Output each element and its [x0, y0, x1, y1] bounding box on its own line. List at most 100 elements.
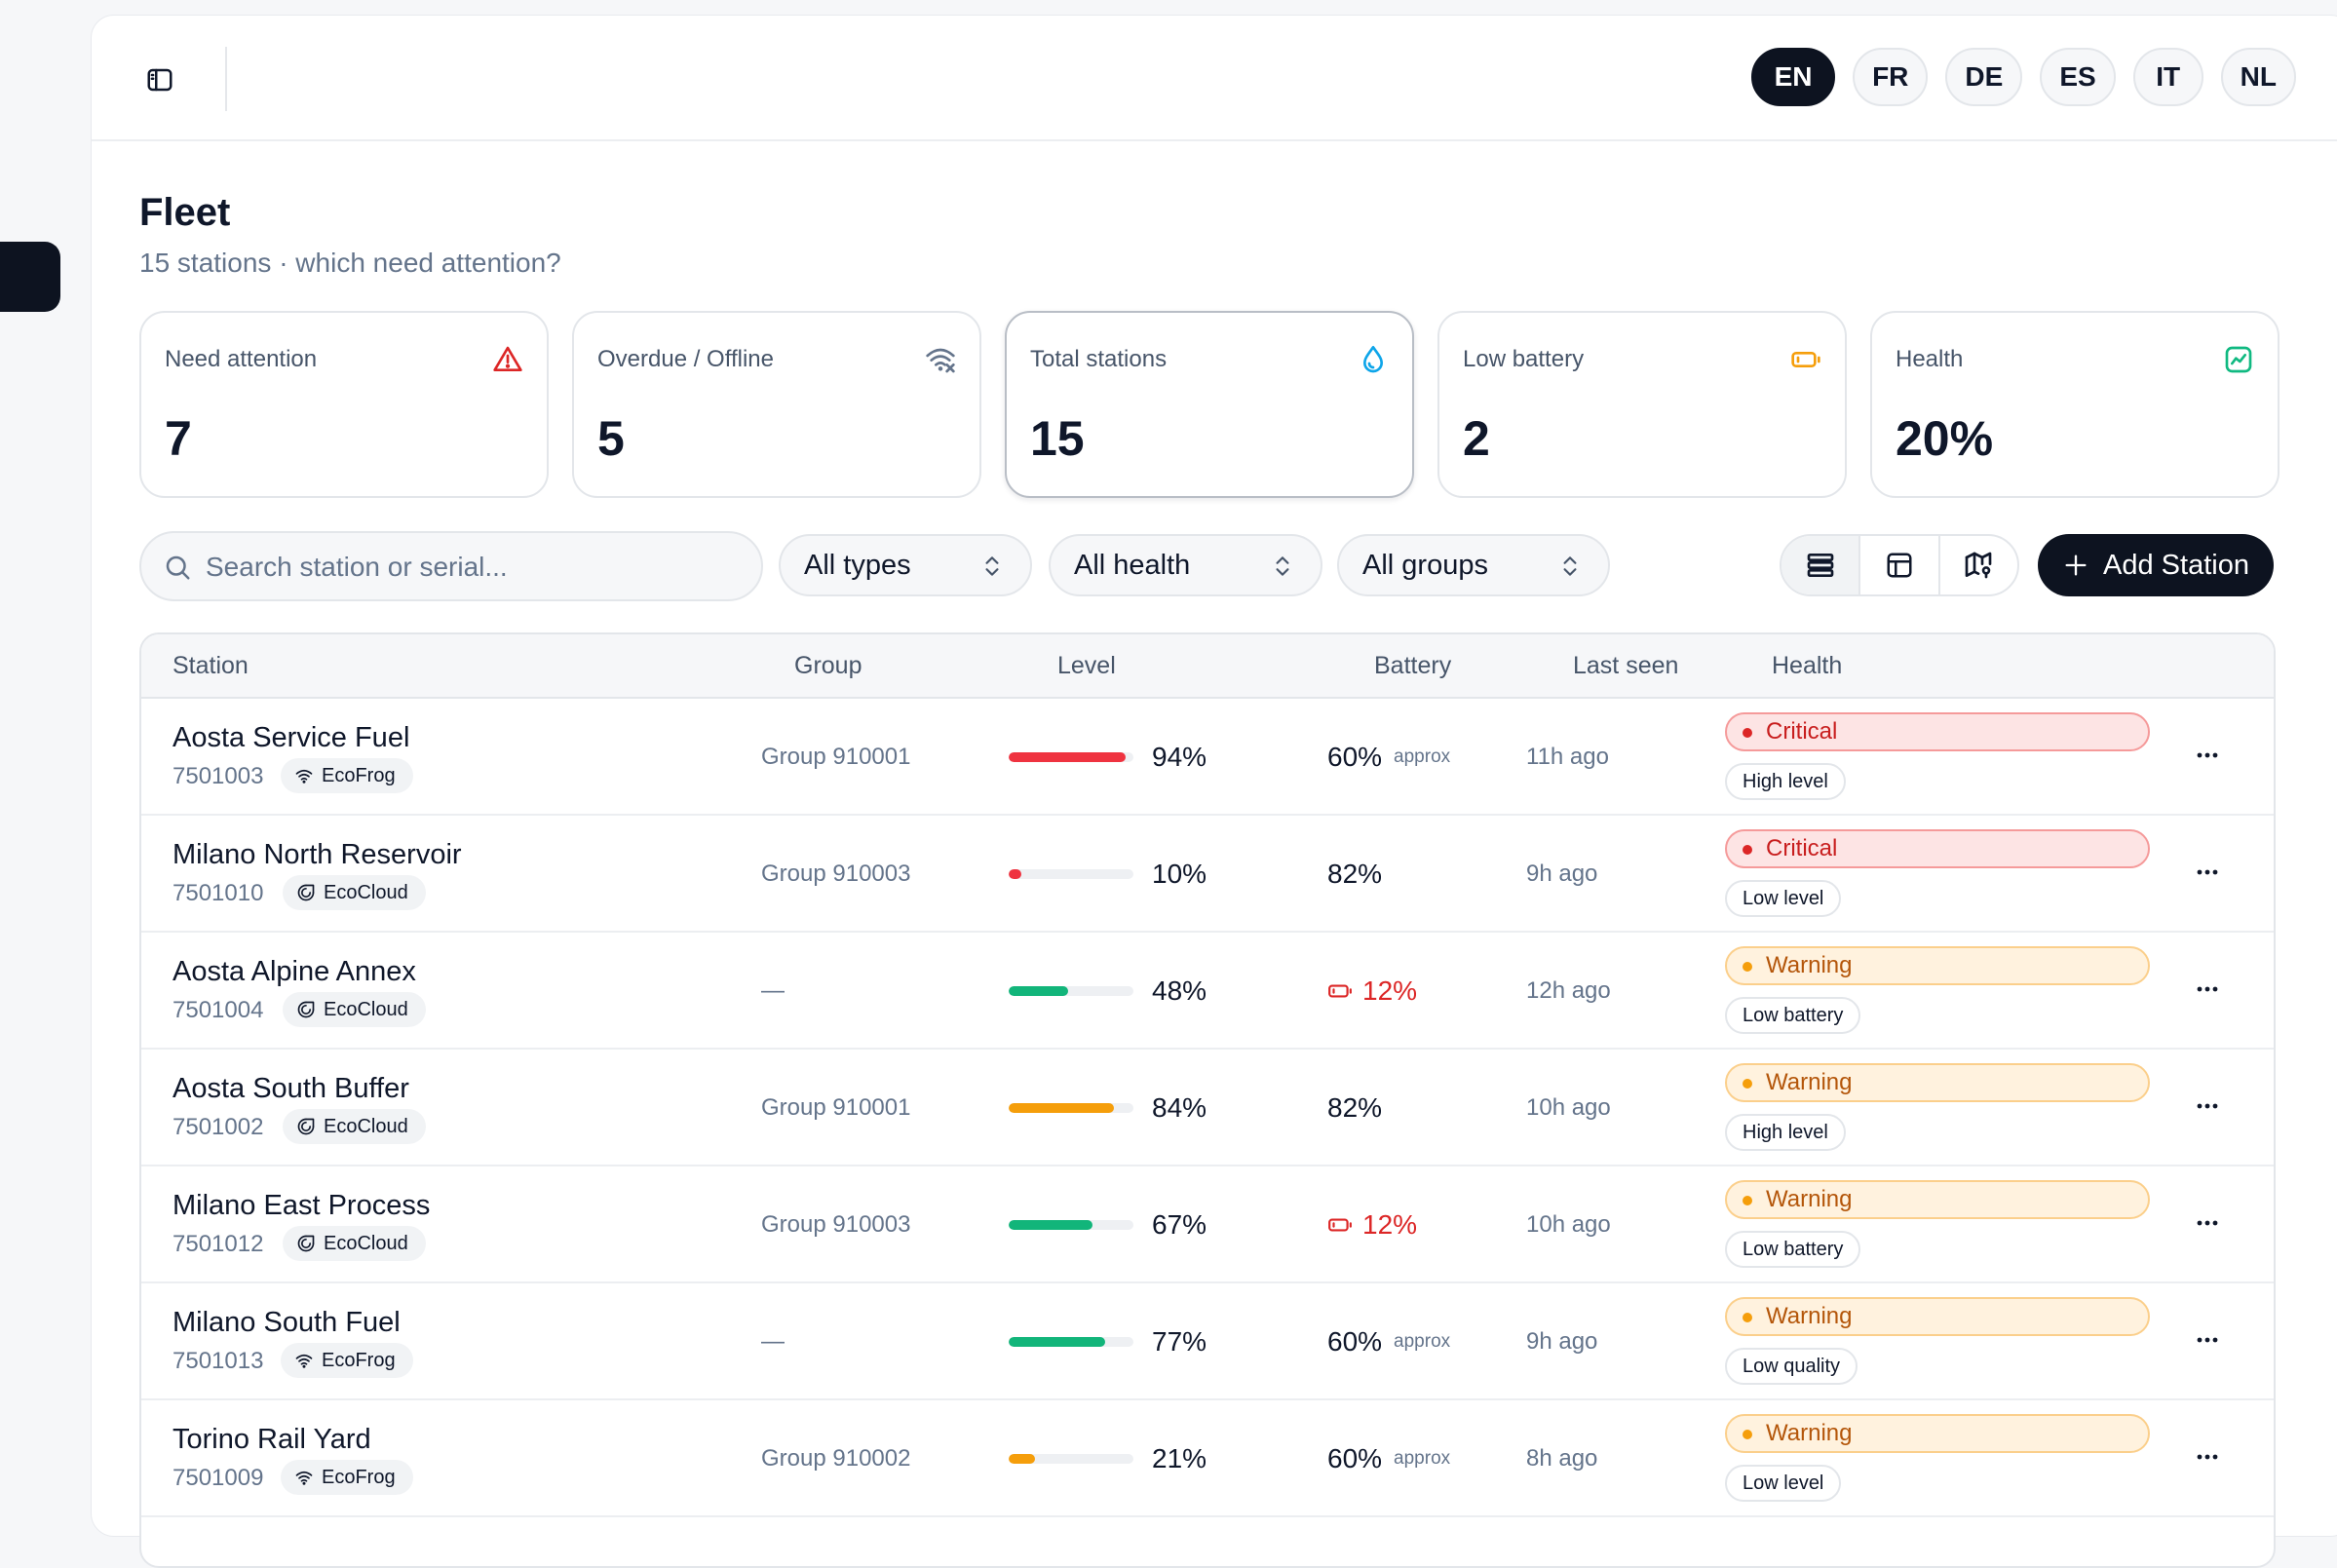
- stat-label: Low battery: [1463, 346, 1585, 372]
- level-bar-fill: [1009, 869, 1021, 879]
- last-seen: 9h ago: [1526, 860, 1598, 887]
- more-options-icon[interactable]: [2188, 1205, 2227, 1241]
- battery-value: 60% approx: [1327, 742, 1450, 773]
- language-button[interactable]: IT: [2132, 48, 2203, 106]
- column-header-health[interactable]: Health: [1772, 652, 1843, 679]
- level-value: 48%: [1152, 975, 1207, 1006]
- cloud-icon: [296, 1234, 316, 1253]
- battery-value: 60% approx: [1327, 1443, 1450, 1474]
- language-button[interactable]: DE: [1945, 48, 2023, 106]
- level-value: 77%: [1152, 1326, 1207, 1357]
- battery-percent: 60%: [1327, 742, 1383, 772]
- stations-table: Station Group Level Battery Last seen He…: [139, 632, 2276, 1568]
- add-station-button[interactable]: Add Station: [2038, 534, 2274, 596]
- stat-value: 2: [1463, 411, 1490, 466]
- app-panel: EN FR DE ES IT NL Fleet 15 stations · wh…: [91, 15, 2337, 1568]
- more-options-icon[interactable]: [2188, 738, 2227, 773]
- sidebar-toggle-icon[interactable]: [142, 62, 177, 97]
- more-options-icon[interactable]: [2188, 1322, 2227, 1358]
- station-name: Milano North Reservoir: [172, 839, 462, 870]
- battery-value: 12%: [1327, 975, 1417, 1007]
- last-seen: 9h ago: [1526, 1328, 1598, 1355]
- last-seen: 10h ago: [1526, 1211, 1611, 1238]
- view-toggle: [1780, 534, 2019, 596]
- station-serial: 7501003: [172, 763, 264, 789]
- more-options-icon[interactable]: [2188, 972, 2227, 1007]
- list-view-icon[interactable]: [1781, 536, 1861, 594]
- table-view-icon[interactable]: [1860, 536, 1940, 594]
- table-row[interactable]: Aosta Alpine Annex 7501004 EcoCloud — 48…: [141, 931, 2274, 1050]
- more-options-icon[interactable]: [2188, 1439, 2227, 1474]
- type-filter-select[interactable]: All types: [779, 534, 1032, 596]
- table-row[interactable]: Aosta Service Fuel 7501003 EcoFrog Group…: [141, 697, 2274, 816]
- stat-card-health[interactable]: Health 20%: [1870, 311, 2280, 498]
- wifi-icon: [294, 1468, 314, 1487]
- column-header-station[interactable]: Station: [172, 652, 249, 679]
- map-view-icon[interactable]: [1940, 536, 2017, 594]
- table-row[interactable]: Milano South Fuel 7501013 EcoFrog — 77% …: [141, 1281, 2274, 1400]
- more-options-icon[interactable]: [2188, 855, 2227, 890]
- column-header-battery[interactable]: Battery: [1374, 652, 1452, 679]
- brand-badge: EcoFrog: [281, 1343, 413, 1378]
- last-seen: 12h ago: [1526, 977, 1611, 1004]
- table-row[interactable]: Aosta South Buffer 7501002 EcoCloud Grou…: [141, 1048, 2274, 1166]
- topbar-divider: [225, 47, 227, 111]
- stat-card-need-attention[interactable]: Need attention 7: [139, 311, 549, 498]
- page-title: Fleet: [139, 191, 231, 234]
- battery-value: 82%: [1327, 859, 1382, 890]
- search-icon: [163, 553, 192, 587]
- stat-card-total-stations[interactable]: Total stations 15: [1005, 311, 1414, 498]
- wifi-off-icon: [925, 344, 956, 375]
- station-name: Aosta Service Fuel: [172, 722, 410, 753]
- battery-percent: 60%: [1327, 1443, 1383, 1473]
- wifi-icon: [294, 1351, 314, 1370]
- stat-card-low-battery[interactable]: Low battery 2: [1437, 311, 1847, 498]
- status-label: Warning: [1766, 1186, 1853, 1212]
- battery-percent: 12%: [1362, 1209, 1418, 1240]
- column-header-last-seen[interactable]: Last seen: [1573, 652, 1679, 679]
- group-filter-select[interactable]: All groups: [1337, 534, 1610, 596]
- stat-label: Total stations: [1030, 346, 1168, 372]
- station-serial: 7501012: [172, 1231, 264, 1257]
- health-filter-value: All health: [1074, 549, 1191, 581]
- brand-label: EcoCloud: [324, 881, 408, 903]
- type-filter-value: All types: [804, 549, 911, 581]
- brand-label: EcoCloud: [324, 1232, 408, 1254]
- station-group: —: [761, 1328, 785, 1355]
- column-header-group[interactable]: Group: [794, 652, 862, 679]
- alert-triangle-icon: [492, 344, 523, 375]
- health-reason-badge: Low battery: [1725, 1231, 1861, 1268]
- status-label: Warning: [1766, 1420, 1853, 1446]
- table-row[interactable]: Torino Rail Yard 7501009 EcoFrog Group 9…: [141, 1398, 2274, 1517]
- level-bar-fill: [1009, 752, 1127, 762]
- health-status-badge: Critical: [1725, 712, 2150, 751]
- battery-value: 60% approx: [1327, 1326, 1450, 1358]
- health-reason-badge: High level: [1725, 763, 1846, 800]
- column-header-level[interactable]: Level: [1057, 652, 1116, 679]
- status-dot: [1743, 1313, 1752, 1322]
- language-button[interactable]: FR: [1853, 48, 1929, 106]
- station-serial: 7501009: [172, 1465, 264, 1491]
- sidebar-active-indicator[interactable]: [0, 242, 60, 312]
- language-button[interactable]: EN: [1751, 48, 1836, 106]
- health-reason-badge: Low level: [1725, 1465, 1842, 1502]
- table-row[interactable]: Milano North Reservoir 7501010 EcoCloud …: [141, 814, 2274, 933]
- table-header: Station Group Level Battery Last seen He…: [141, 634, 2274, 699]
- language-button[interactable]: ES: [2040, 48, 2116, 106]
- chevron-up-down-icon: [1557, 553, 1583, 588]
- stat-card-overdue-offline[interactable]: Overdue / Offline 5: [572, 311, 981, 498]
- health-status-badge: Warning: [1725, 1414, 2150, 1453]
- health-reason-badge: Low level: [1725, 880, 1842, 917]
- station-group: Group 910003: [761, 860, 911, 887]
- health-filter-select[interactable]: All health: [1049, 534, 1322, 596]
- language-button[interactable]: NL: [2220, 48, 2296, 106]
- brand-badge: EcoCloud: [283, 1226, 426, 1261]
- level-bar-fill: [1009, 1103, 1114, 1113]
- level-value: 94%: [1152, 742, 1207, 772]
- stat-value: 15: [1030, 411, 1085, 466]
- table-row[interactable]: Milano East Process 7501012 EcoCloud Gro…: [141, 1165, 2274, 1283]
- level-value: 67%: [1152, 1209, 1207, 1240]
- more-options-icon[interactable]: [2188, 1089, 2227, 1124]
- level-bar: [1009, 1337, 1133, 1347]
- search-input[interactable]: [204, 533, 753, 601]
